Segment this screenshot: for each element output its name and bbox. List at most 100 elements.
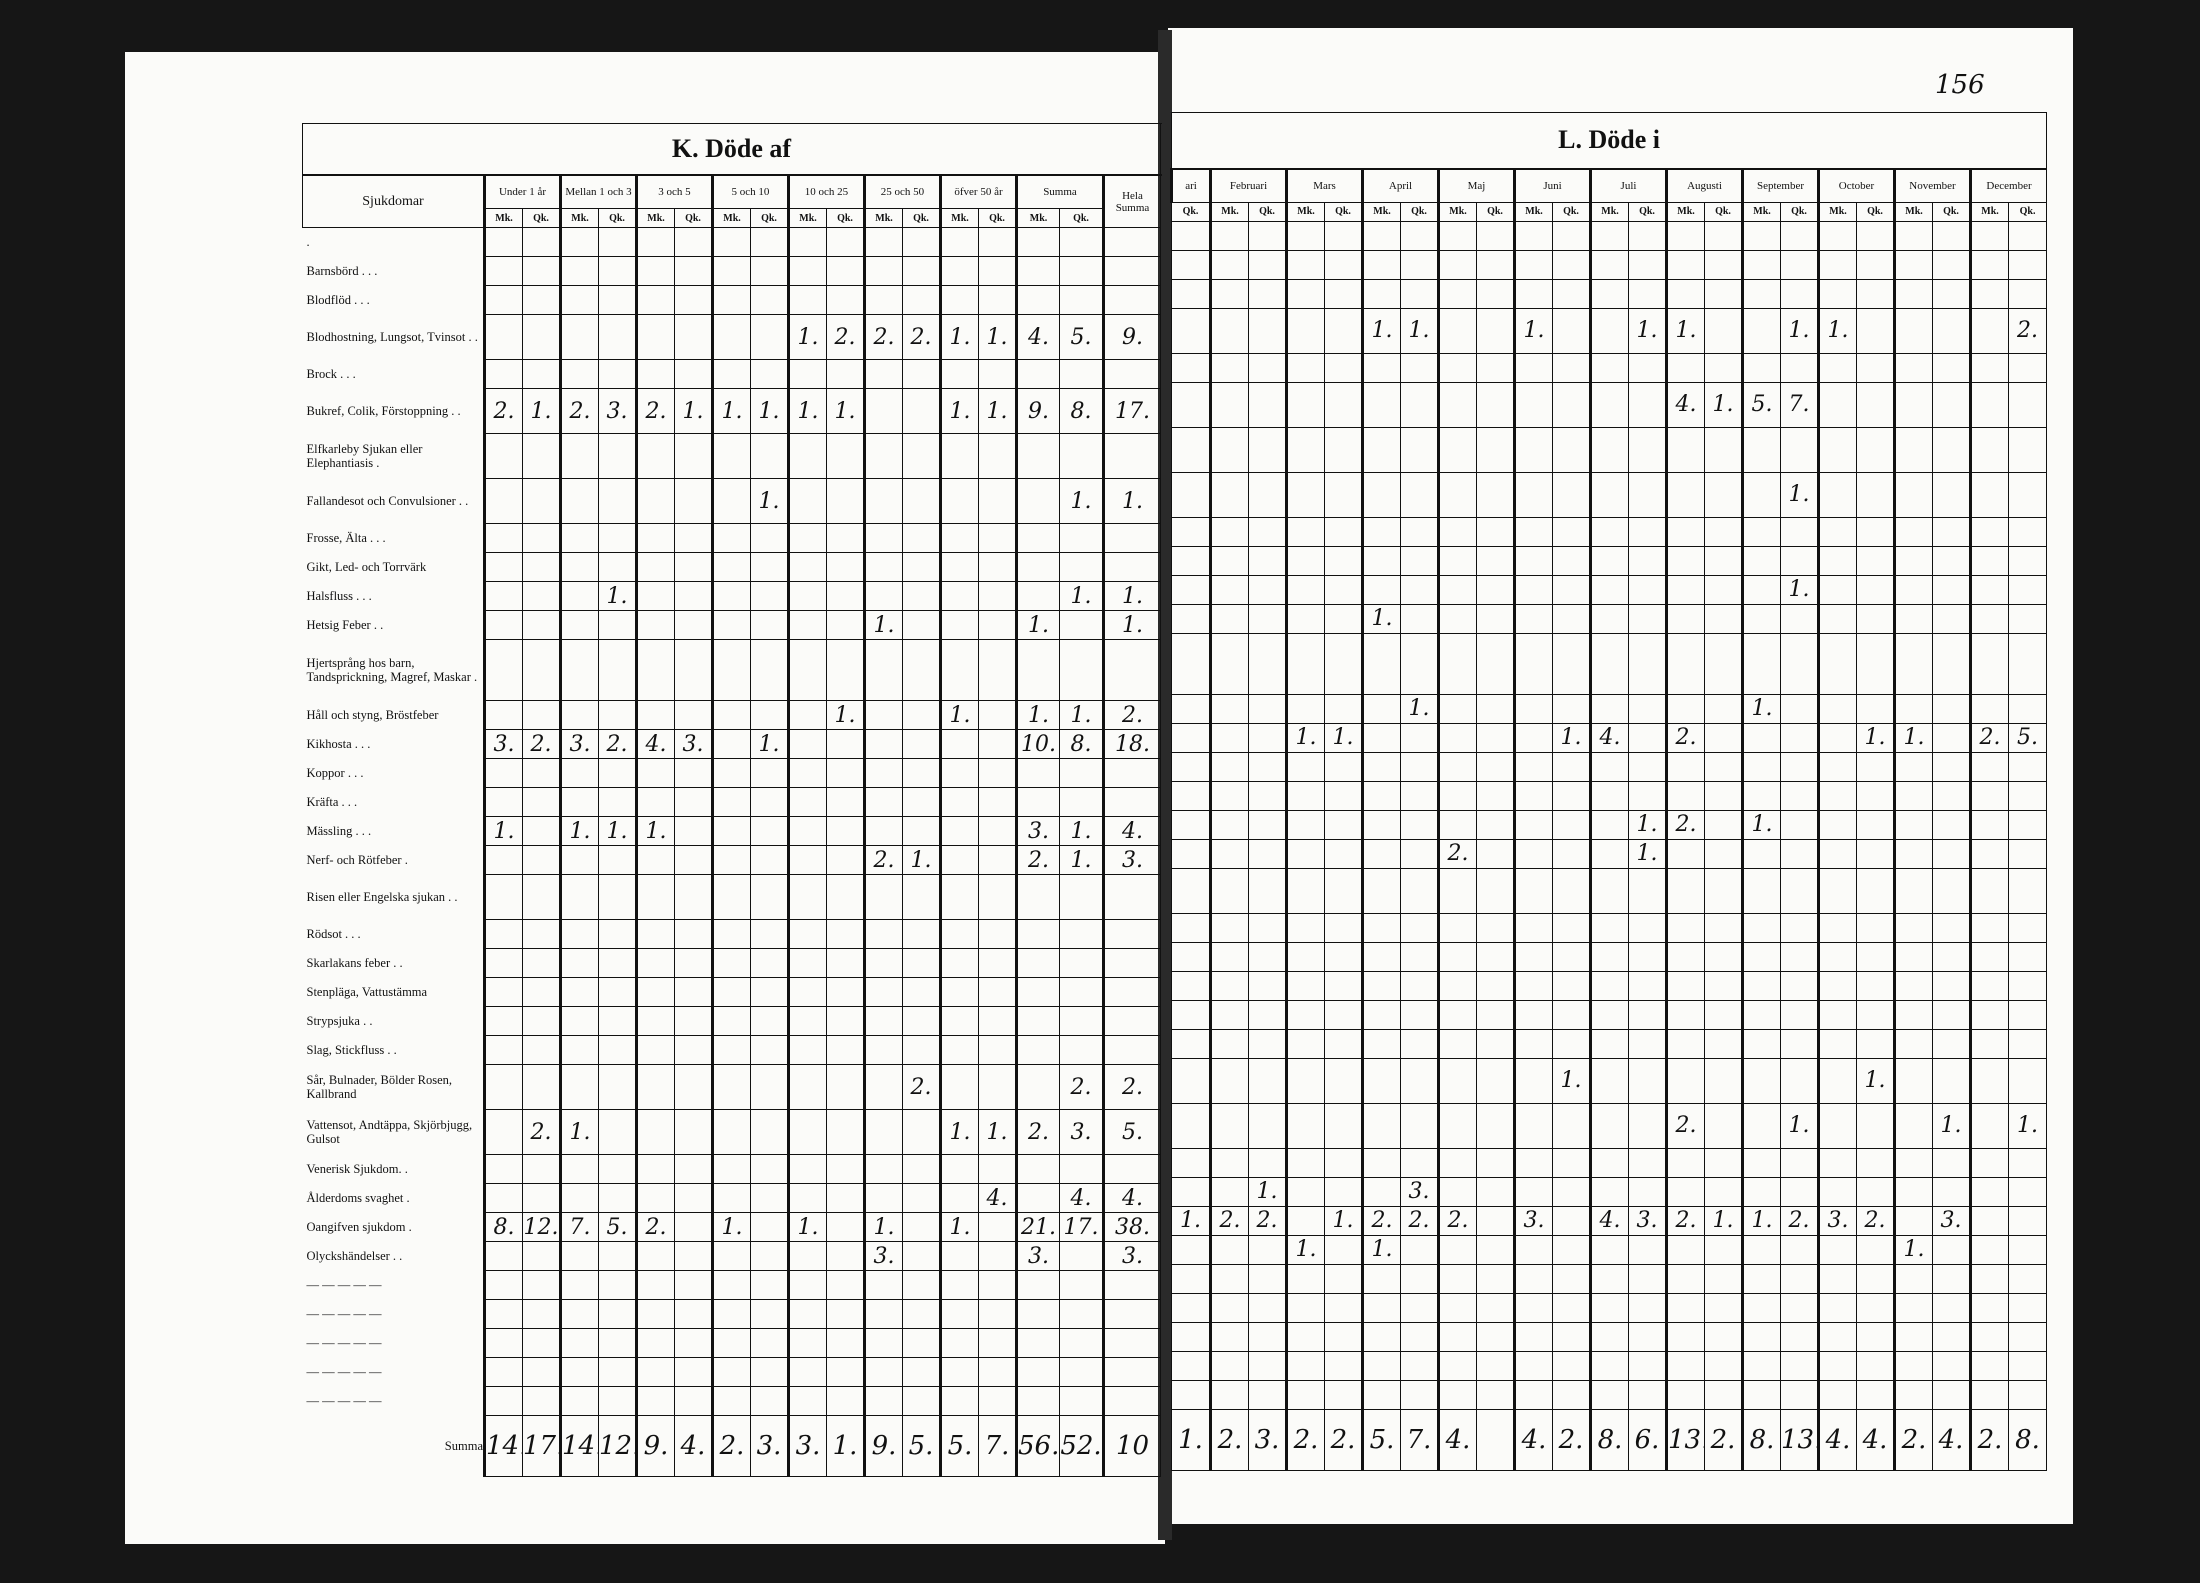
count-cell	[1361, 780, 1401, 811]
disease-label: Rödsot . . .	[302, 919, 485, 949]
count-cell	[635, 610, 675, 640]
count-cell	[1513, 278, 1553, 309]
count-cell	[1856, 1147, 1895, 1178]
count-cell	[711, 1386, 751, 1416]
count-cell: 14.	[559, 1415, 599, 1477]
count-cell	[750, 1299, 789, 1329]
count-cell	[1248, 1234, 1287, 1265]
count-cell	[711, 433, 751, 479]
count-cell	[1932, 1379, 1971, 1410]
count-cell	[522, 552, 561, 582]
count-cell	[1741, 1176, 1781, 1207]
count-cell	[1932, 1057, 1971, 1104]
count-cell	[1741, 278, 1781, 309]
count-cell	[2007, 1147, 2048, 1178]
count-cell	[674, 1270, 713, 1300]
count-cell	[1400, 1057, 1439, 1104]
count-cell	[1285, 1176, 1325, 1207]
total-cell: 9.	[1102, 314, 1161, 360]
total-cell	[1102, 1154, 1161, 1184]
count-cell	[635, 1328, 675, 1358]
count-cell	[1209, 220, 1249, 251]
count-cell	[674, 977, 713, 1007]
count-cell: 2.	[1209, 1408, 1249, 1471]
count-cell	[674, 787, 713, 817]
count-cell	[863, 1154, 903, 1184]
count-cell	[1400, 381, 1439, 428]
count-cell	[635, 1241, 675, 1271]
count-cell	[1248, 574, 1287, 605]
count-cell	[1628, 574, 1667, 605]
male-subheader: Mk.	[559, 208, 599, 228]
count-cell	[1513, 1292, 1553, 1323]
count-cell	[1400, 1292, 1439, 1323]
count-cell	[1209, 809, 1249, 840]
count-cell	[1628, 632, 1667, 695]
count-cell	[711, 1357, 751, 1387]
disease-label: — — — — —	[302, 1328, 485, 1358]
count-cell	[559, 1357, 599, 1387]
count-cell	[1361, 249, 1401, 280]
count-cell	[1285, 1292, 1325, 1323]
count-cell: 1.	[1704, 1205, 1743, 1236]
total-cell	[1102, 433, 1161, 479]
count-cell	[1552, 838, 1591, 869]
count-cell	[1476, 1292, 1515, 1323]
count-cell	[787, 1270, 827, 1300]
count-cell	[1059, 919, 1104, 949]
count-cell	[1248, 381, 1287, 428]
total-cell	[1102, 256, 1161, 286]
total-header: Hela Summa	[1102, 174, 1161, 228]
count-cell	[1856, 780, 1895, 811]
count-cell	[1893, 1028, 1933, 1059]
count-cell	[902, 1154, 941, 1184]
count-cell	[1015, 1006, 1060, 1036]
count-cell: 2.	[1893, 1408, 1933, 1471]
count-cell	[826, 1386, 865, 1416]
count-cell	[1059, 552, 1104, 582]
count-cell	[1932, 912, 1971, 943]
count-cell	[711, 758, 751, 788]
disease-label: Blodhostning, Lungsot, Tvinsot . .	[302, 314, 485, 360]
count-cell	[978, 433, 1017, 479]
count-cell	[1856, 1379, 1895, 1410]
count-cell: 1.	[1513, 307, 1553, 354]
count-cell	[635, 285, 675, 315]
count-cell	[1780, 220, 1819, 251]
count-cell	[522, 816, 561, 846]
count-cell	[1552, 352, 1591, 383]
count-cell	[1893, 1321, 1933, 1352]
count-cell	[559, 227, 599, 257]
count-cell	[863, 729, 903, 759]
count-cell	[1171, 1263, 1211, 1294]
count-cell	[1969, 307, 2009, 354]
female-subheader: Qk.	[1248, 201, 1287, 222]
count-cell	[1476, 912, 1515, 943]
count-cell	[1400, 1147, 1439, 1178]
table-row	[1171, 249, 2048, 280]
count-cell	[1817, 545, 1857, 576]
count-cell	[1171, 426, 1211, 473]
count-cell	[1059, 1357, 1104, 1387]
count-cell	[635, 919, 675, 949]
count-cell	[1324, 1350, 1363, 1381]
count-cell	[1209, 545, 1249, 576]
count-cell	[1969, 249, 2009, 280]
count-cell	[2007, 426, 2048, 473]
count-cell: 4.	[1932, 1408, 1971, 1471]
count-cell	[787, 227, 827, 257]
count-cell	[1969, 1028, 2009, 1059]
count-cell: 1.	[1704, 381, 1743, 428]
female-subheader: Qk.	[1171, 201, 1211, 222]
count-cell	[559, 1328, 599, 1358]
disease-label: Venerisk Sjukdom. .	[302, 1154, 485, 1184]
month-header: November	[1893, 168, 1971, 203]
count-cell	[522, 1386, 561, 1416]
count-cell	[1704, 1102, 1743, 1149]
count-cell	[1628, 545, 1667, 576]
count-cell	[1589, 471, 1629, 518]
count-cell	[1171, 838, 1211, 869]
count-cell	[1893, 941, 1933, 972]
count-cell	[711, 1328, 751, 1358]
count-cell	[559, 919, 599, 949]
